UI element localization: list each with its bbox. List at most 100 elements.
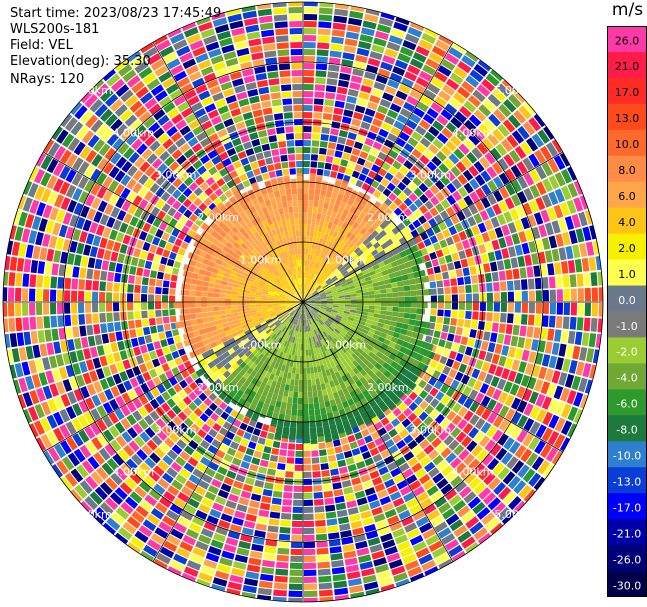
range-gate — [165, 509, 179, 521]
range-gate — [528, 117, 542, 132]
range-gate — [467, 95, 482, 108]
range-gate — [209, 341, 218, 349]
range-gate — [276, 330, 282, 336]
range-gate — [368, 302, 375, 306]
range-gate — [215, 278, 222, 285]
range-gate — [73, 448, 86, 463]
range-gate — [432, 138, 444, 150]
range-gate — [132, 398, 143, 409]
range-gate — [452, 360, 461, 371]
range-gate — [470, 275, 478, 284]
range-gate — [342, 419, 351, 428]
range-gate — [399, 108, 412, 119]
range-gate — [242, 483, 253, 493]
range-gate — [486, 282, 493, 292]
range-gate — [420, 321, 428, 328]
range-gate — [158, 521, 172, 533]
range-gate — [300, 343, 303, 350]
range-gate — [270, 264, 277, 271]
range-gate — [339, 362, 346, 370]
range-gate — [91, 394, 102, 407]
range-gate — [320, 339, 325, 346]
range-gate — [239, 384, 248, 393]
range-gate — [362, 114, 374, 124]
range-gate — [323, 394, 330, 402]
range-gate — [175, 137, 187, 148]
range-gate — [513, 109, 527, 124]
range-gate — [55, 354, 65, 367]
range-gate — [335, 502, 347, 511]
range-gate — [112, 373, 122, 385]
range-gate — [290, 555, 303, 562]
range-gate — [346, 319, 354, 324]
range-gate — [379, 98, 392, 109]
range-gate — [288, 597, 303, 602]
range-gate — [337, 311, 344, 315]
range-gate — [300, 260, 303, 267]
range-gate — [375, 351, 384, 359]
range-gate — [253, 450, 263, 459]
range-gate — [283, 105, 293, 112]
range-gate — [96, 186, 107, 199]
range-gate — [183, 566, 199, 578]
range-gate — [273, 234, 280, 242]
range-gate — [191, 101, 203, 112]
range-gate — [295, 154, 303, 161]
range-gate — [287, 291, 294, 296]
range-gate — [238, 376, 247, 385]
range-gate — [112, 241, 122, 252]
range-gate — [518, 484, 532, 499]
range-gate — [435, 363, 445, 372]
range-gate — [390, 336, 399, 344]
range-gate — [316, 56, 328, 64]
range-gate — [269, 85, 281, 93]
range-gate — [359, 369, 368, 377]
range-gate — [341, 328, 349, 334]
range-gate — [395, 503, 408, 514]
range-gate — [379, 495, 392, 506]
range-gate — [317, 568, 331, 576]
range-gate — [70, 101, 83, 115]
range-gate — [114, 532, 129, 545]
range-gate — [517, 176, 529, 190]
range-gate — [475, 187, 486, 199]
range-gate — [189, 553, 204, 565]
range-gate — [569, 274, 577, 288]
range-gate — [220, 336, 229, 343]
range-gate — [291, 302, 298, 304]
range-gate — [327, 454, 337, 462]
range-gate — [146, 252, 155, 262]
range-gate — [115, 231, 125, 243]
range-gate — [290, 342, 295, 349]
range-gate — [388, 166, 398, 176]
range-gate — [533, 113, 546, 128]
range-gate — [233, 160, 242, 170]
range-gate — [134, 105, 147, 118]
range-gate — [362, 20, 377, 30]
range-gate — [450, 457, 462, 469]
range-gate — [174, 321, 180, 329]
range-gate — [252, 486, 263, 495]
range-gate — [317, 311, 324, 317]
range-gate — [264, 283, 271, 288]
range-gate — [259, 330, 266, 336]
range-gate — [268, 289, 275, 293]
range-gate — [277, 419, 284, 427]
range-gate — [226, 382, 235, 391]
range-gate — [298, 218, 303, 225]
range-gate — [473, 380, 483, 391]
range-gate — [324, 310, 331, 315]
range-gate — [231, 331, 239, 338]
range-gate — [194, 176, 205, 186]
range-gate — [264, 271, 271, 278]
range-gate — [338, 305, 345, 309]
range-gate — [279, 299, 286, 302]
range-gate — [298, 379, 303, 386]
range-gate — [481, 361, 491, 373]
range-gate — [245, 24, 260, 33]
range-gate — [255, 443, 264, 452]
range-gate — [115, 395, 126, 407]
range-gate — [225, 500, 237, 510]
range-gate — [260, 234, 267, 242]
range-gate — [344, 392, 352, 401]
